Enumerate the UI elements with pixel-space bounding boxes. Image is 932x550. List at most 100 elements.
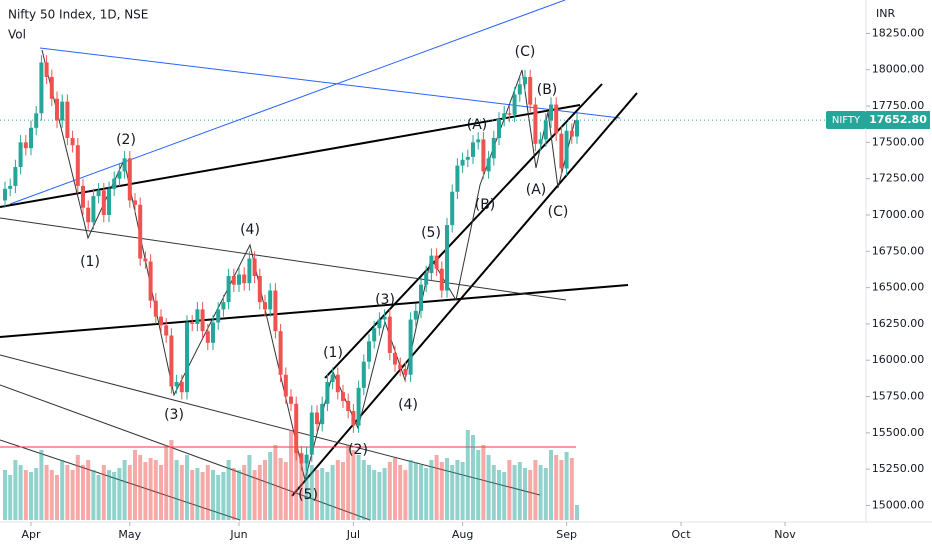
wave-label: (B) (537, 82, 558, 98)
x-tick-label: Jul (346, 528, 360, 541)
candle-body (419, 284, 423, 311)
volume-bar (112, 472, 117, 520)
candles (3, 55, 579, 471)
candle-body (341, 392, 345, 401)
volume-bar (263, 460, 267, 520)
wave-label: (4) (398, 397, 418, 413)
volume-bar (138, 455, 143, 520)
currency-label: INR (876, 7, 895, 20)
volume-bar (564, 452, 569, 520)
candle-body (55, 98, 59, 121)
candle-body (559, 133, 564, 169)
candle-body (486, 158, 491, 172)
volume-bar (325, 472, 330, 520)
candle-body (507, 113, 512, 115)
volume-bar (309, 465, 314, 520)
candle-body (65, 101, 70, 138)
candle-body (455, 165, 460, 192)
volume-bar (205, 465, 210, 520)
candle-body (34, 113, 39, 128)
annotations: (C) (B) (A) (2) (B) (A) (C) (5) (4) (1) … (80, 44, 568, 503)
volume-bar (273, 445, 278, 520)
volume-bar (361, 460, 366, 520)
volume-bar (3, 470, 7, 520)
volume-bar (179, 465, 184, 520)
candle-body (497, 119, 501, 138)
volume-bar (476, 450, 481, 520)
candle-body (179, 382, 184, 393)
candle-body (23, 142, 28, 149)
y-tick-label: 18250.00 (872, 26, 925, 39)
candle-body (91, 196, 96, 223)
candle-body (439, 268, 444, 291)
volume-bar (122, 460, 127, 520)
volume-bar (403, 470, 408, 520)
volume-bar (554, 455, 559, 520)
candle-body (159, 316, 163, 326)
volume-bar (429, 460, 434, 520)
candle-body (169, 335, 174, 387)
volume-bar (29, 472, 33, 520)
volume-bar (13, 460, 18, 520)
volume-bar (502, 472, 507, 520)
x-tick-label: Oct (671, 528, 691, 541)
candle-body (185, 322, 189, 393)
volume-bar (49, 470, 54, 520)
volume-bar (190, 470, 195, 520)
chart-title: Nifty 50 Index, 1D, NSE (8, 8, 148, 22)
candle-body (268, 290, 273, 310)
volume-bar (231, 468, 236, 520)
volume-bar (133, 450, 137, 520)
candle-body (289, 396, 293, 404)
volume-bar (283, 462, 288, 520)
volume-bar (55, 475, 59, 520)
candle-body (523, 76, 527, 85)
volume-bar (398, 465, 403, 520)
volume-bar (575, 505, 579, 520)
volume-bar (377, 472, 382, 520)
candle-body (60, 101, 65, 121)
volume-bar (164, 445, 169, 520)
volume-bar (491, 465, 496, 520)
candle-body (257, 275, 262, 303)
volume-bar (512, 465, 517, 520)
candle-body (554, 104, 559, 134)
volume-bar (96, 475, 101, 520)
wave-label: (A) (467, 117, 488, 133)
volume-bar (408, 460, 413, 520)
candle-body (190, 322, 195, 324)
volume-bar (393, 458, 397, 520)
y-tick-label: 17500.00 (872, 135, 925, 148)
wave-label: (4) (240, 222, 260, 238)
candle-body (143, 258, 148, 262)
wave-label: (5) (421, 225, 441, 241)
volume-bar (143, 462, 148, 520)
candle-body (564, 130, 569, 169)
volume-bar (497, 470, 501, 520)
volume-bar (455, 460, 460, 520)
volume-bar (200, 472, 205, 520)
candle-body (445, 225, 449, 291)
volume-bar (294, 450, 299, 520)
y-tick-label: 16750.00 (872, 244, 925, 257)
candle-body (29, 127, 33, 149)
candle-body (575, 120, 579, 137)
volume-bar (169, 440, 174, 520)
volume-bar (107, 470, 111, 520)
candle-body (476, 139, 481, 143)
candle-body (44, 62, 49, 77)
candle-body (211, 322, 215, 343)
candle-body (8, 185, 13, 189)
candle-body (294, 403, 299, 454)
volume-bar (185, 455, 189, 520)
candle-body (164, 325, 169, 336)
volume-bar (481, 445, 486, 520)
candle-body (367, 341, 371, 362)
volume-bar (216, 475, 221, 520)
volume-bar (413, 462, 418, 520)
y-tick-label: 17250.00 (872, 172, 925, 185)
candle-body (13, 167, 18, 186)
candle-body (252, 258, 257, 276)
volume-bar (101, 465, 106, 520)
